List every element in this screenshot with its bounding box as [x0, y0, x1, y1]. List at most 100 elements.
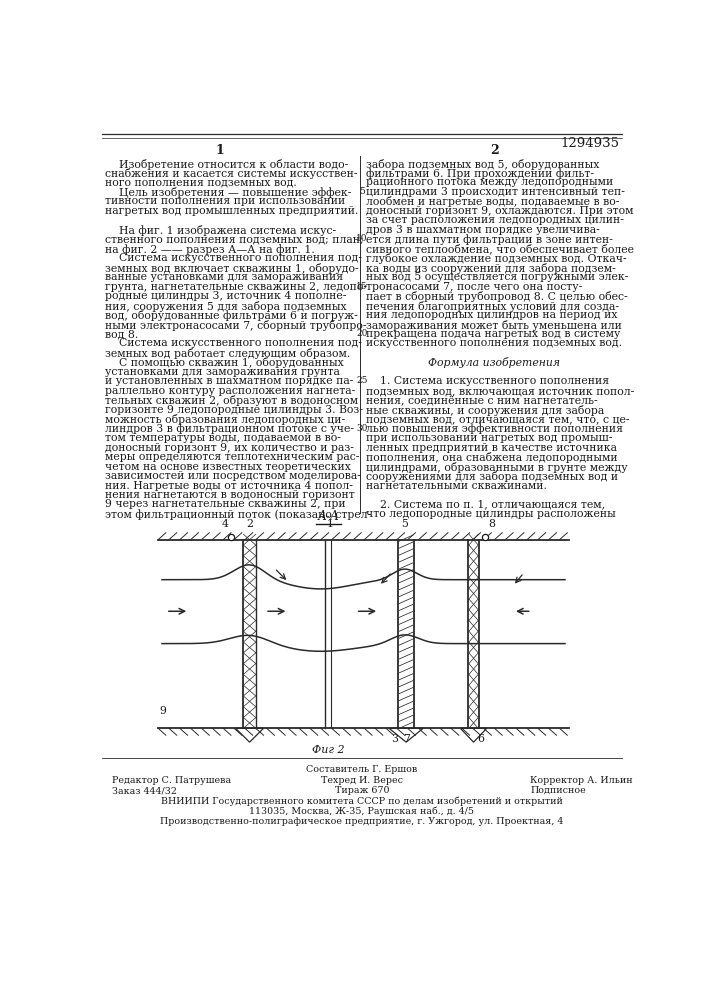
- Text: забора подземных вод 5, оборудованных: забора подземных вод 5, оборудованных: [366, 158, 600, 169]
- Text: 10: 10: [356, 234, 368, 243]
- Text: нения нагнетаются в водоносный горизонт: нения нагнетаются в водоносный горизонт: [105, 490, 355, 500]
- Text: А-А: А-А: [317, 510, 339, 523]
- Text: пает в сборный трубопровод 8. С целью обес-: пает в сборный трубопровод 8. С целью об…: [366, 291, 627, 302]
- Text: Подписное: Подписное: [530, 786, 586, 795]
- Text: доносный горизонт 9, охлаждаются. При этом: доносный горизонт 9, охлаждаются. При эт…: [366, 206, 633, 216]
- Text: Фиг 2: Фиг 2: [312, 745, 345, 755]
- Text: пополнения, она снабжена ледопородными: пополнения, она снабжена ледопородными: [366, 452, 617, 463]
- Text: фильтрами 6. При прохождении фильт-: фильтрами 6. При прохождении фильт-: [366, 168, 594, 179]
- Text: печения благоприятных условий для созда-: печения благоприятных условий для созда-: [366, 301, 619, 312]
- Text: и установленных в шахматном порядке па-: и установленных в шахматном порядке па-: [105, 376, 354, 386]
- Text: подземных вод, включающая источник попол-: подземных вод, включающая источник попол…: [366, 386, 634, 396]
- Text: ванные установками для замораживания: ванные установками для замораживания: [105, 272, 344, 282]
- Text: 2: 2: [247, 519, 254, 529]
- Text: грунта, нагнетательные скважины 2, ледопо-: грунта, нагнетательные скважины 2, ледоп…: [105, 282, 368, 292]
- Text: 3: 3: [391, 734, 398, 744]
- Text: ными электронасосами 7, сборный трубопро-: ными электронасосами 7, сборный трубопро…: [105, 320, 367, 331]
- Text: Редактор С. Патрушева: Редактор С. Патрушева: [112, 776, 230, 785]
- Text: Система искусственного пополнения под-: Система искусственного пополнения под-: [105, 253, 362, 263]
- Text: 4: 4: [221, 519, 228, 529]
- Text: нагнетательными скважинами.: нагнетательными скважинами.: [366, 481, 547, 491]
- Text: сивного теплообмена, что обеспечивает более: сивного теплообмена, что обеспечивает бо…: [366, 244, 633, 255]
- Text: Производственно-полиграфическое предприятие, г. Ужгород, ул. Проектная, 4: Производственно-полиграфическое предприя…: [160, 817, 563, 826]
- Text: ВНИИПИ Государственного комитета СССР по делам изобретений и открытий: ВНИИПИ Государственного комитета СССР по…: [161, 797, 563, 806]
- Text: Формула изобретения: Формула изобретения: [428, 357, 561, 368]
- Text: Составитель Г. Ершов: Составитель Г. Ершов: [306, 765, 418, 774]
- Text: На фиг. 1 изображена система искус-: На фиг. 1 изображена система искус-: [105, 225, 337, 236]
- Text: 2: 2: [490, 144, 499, 157]
- Text: 1294935: 1294935: [560, 137, 619, 150]
- Text: 5: 5: [401, 519, 407, 529]
- Text: 1: 1: [327, 519, 333, 529]
- Text: 25: 25: [356, 376, 368, 385]
- Text: этом фильтрационный поток (показано стрел-: этом фильтрационный поток (показано стре…: [105, 509, 372, 520]
- Text: 6: 6: [477, 734, 484, 744]
- Text: ется длина пути фильтрации в зоне интен-: ется длина пути фильтрации в зоне интен-: [366, 234, 613, 245]
- Text: ния ледопородных цилиндров на период их: ния ледопородных цилиндров на период их: [366, 310, 617, 320]
- Text: ленных предприятий в качестве источника: ленных предприятий в качестве источника: [366, 443, 617, 453]
- Text: 20: 20: [356, 329, 368, 338]
- Text: цилиндрами, образованными в грунте между: цилиндрами, образованными в грунте между: [366, 462, 627, 473]
- Text: вод, оборудованные фильтрами 6 и погруж-: вод, оборудованные фильтрами 6 и погруж-: [105, 310, 358, 321]
- Text: ных вод 5 осуществляется погружными элек-: ных вод 5 осуществляется погружными элек…: [366, 272, 629, 282]
- Text: 7: 7: [403, 734, 409, 744]
- Text: 113035, Москва, Ж-35, Раушская наб., д. 4/5: 113035, Москва, Ж-35, Раушская наб., д. …: [250, 807, 474, 816]
- Text: Изобретение относится к области водо-: Изобретение относится к области водо-: [105, 158, 349, 169]
- Text: Цель изобретения — повышение эффек-: Цель изобретения — повышение эффек-: [105, 187, 352, 198]
- Text: 1: 1: [216, 144, 225, 157]
- Text: за счет расположения ледопородных цилин-: за счет расположения ледопородных цилин-: [366, 215, 624, 225]
- Text: ка воды из сооружений для забора подзем-: ка воды из сооружений для забора подзем-: [366, 263, 616, 274]
- Text: раллельно контуру расположения нагнета-: раллельно контуру расположения нагнета-: [105, 386, 356, 396]
- Text: 9: 9: [160, 706, 167, 716]
- Text: 30: 30: [356, 424, 368, 433]
- Text: 2. Система по п. 1, отличающаяся тем,: 2. Система по п. 1, отличающаяся тем,: [366, 499, 605, 509]
- Text: установками для замораживания грунта: установками для замораживания грунта: [105, 367, 340, 377]
- Text: 5: 5: [359, 187, 365, 196]
- Text: подземных вод, отличающаяся тем, что, с це-: подземных вод, отличающаяся тем, что, с …: [366, 414, 629, 424]
- Text: С помощью скважин 1, оборудованных: С помощью скважин 1, оборудованных: [105, 357, 344, 368]
- Text: цилиндрами 3 происходит интенсивный теп-: цилиндрами 3 происходит интенсивный теп-: [366, 187, 625, 197]
- Text: дров 3 в шахматном порядке увеличива-: дров 3 в шахматном порядке увеличива-: [366, 225, 600, 235]
- Text: замораживания может быть уменьшена или: замораживания может быть уменьшена или: [366, 320, 621, 331]
- Text: 9 через нагнетательные скважины 2, при: 9 через нагнетательные скважины 2, при: [105, 499, 346, 509]
- Text: глубокое охлаждение подземных вод. Откач-: глубокое охлаждение подземных вод. Откач…: [366, 253, 626, 264]
- Text: при использовании нагретых вод промыш-: при использовании нагретых вод промыш-: [366, 433, 612, 443]
- Text: Система искусственного пополнения под-: Система искусственного пополнения под-: [105, 338, 362, 348]
- Text: можность образования ледопородных ци-: можность образования ледопородных ци-: [105, 414, 346, 425]
- Text: на фиг. 2 —— разрез А—А на фиг. 1.: на фиг. 2 —— разрез А—А на фиг. 1.: [105, 244, 315, 255]
- Text: доносный горизонт 9, их количество и раз-: доносный горизонт 9, их количество и раз…: [105, 443, 354, 453]
- Text: земных вод работает следующим образом.: земных вод работает следующим образом.: [105, 348, 351, 359]
- Text: 1. Система искусственного пополнения: 1. Система искусственного пополнения: [366, 376, 609, 386]
- Text: ные скважины, и сооружения для забора: ные скважины, и сооружения для забора: [366, 405, 604, 416]
- Text: тельных скважин 2, образуют в водоносном: тельных скважин 2, образуют в водоносном: [105, 395, 358, 406]
- Text: том температуры воды, подаваемой в во-: том температуры воды, подаваемой в во-: [105, 433, 341, 443]
- Text: Заказ 444/32: Заказ 444/32: [112, 786, 177, 795]
- Text: 15: 15: [356, 282, 368, 291]
- Text: линдров 3 в фильтрационном потоке с уче-: линдров 3 в фильтрационном потоке с уче-: [105, 424, 354, 434]
- Text: родные цилиндры 3, источник 4 пополне-: родные цилиндры 3, источник 4 пополне-: [105, 291, 347, 301]
- Text: четом на основе известных теоретических: четом на основе известных теоретических: [105, 462, 351, 472]
- Text: земных вод включает скважины 1, оборудо-: земных вод включает скважины 1, оборудо-: [105, 263, 359, 274]
- Text: ния, сооружения 5 для забора подземных: ния, сооружения 5 для забора подземных: [105, 301, 347, 312]
- Text: лообмен и нагретые воды, подаваемые в во-: лообмен и нагретые воды, подаваемые в во…: [366, 196, 619, 207]
- Text: Корректор А. Ильин: Корректор А. Ильин: [530, 776, 633, 785]
- Text: ного пополнения подземных вод.: ного пополнения подземных вод.: [105, 177, 297, 187]
- Text: лью повышения эффективности пополнения: лью повышения эффективности пополнения: [366, 424, 623, 434]
- Text: зависимостей или посредством моделирова-: зависимостей или посредством моделирова-: [105, 471, 361, 481]
- Text: Тираж 670: Тираж 670: [334, 786, 389, 795]
- Text: рационного потока между ледопородными: рационного потока между ледопородными: [366, 177, 613, 187]
- Text: 8: 8: [489, 519, 496, 529]
- Text: сооружениями для забора подземных вод и: сооружениями для забора подземных вод и: [366, 471, 618, 482]
- Text: нагретых вод промышленных предприятий.: нагретых вод промышленных предприятий.: [105, 206, 358, 216]
- Text: нения, соединённые с ним нагнетатель-: нения, соединённые с ним нагнетатель-: [366, 395, 597, 405]
- Text: искусственного пополнения подземных вод.: искусственного пополнения подземных вод.: [366, 338, 622, 348]
- Text: тивности пополнения при использовании: тивности пополнения при использовании: [105, 196, 346, 206]
- Text: вод 8.: вод 8.: [105, 329, 139, 339]
- Text: что ледопородные цилиндры расположены: что ледопородные цилиндры расположены: [366, 509, 616, 519]
- Text: прекращена подача нагретых вод в систему: прекращена подача нагретых вод в систему: [366, 329, 620, 339]
- Text: горизонте 9 ледопородные цилиндры 3. Воз-: горизонте 9 ледопородные цилиндры 3. Воз…: [105, 405, 363, 415]
- Text: тронасосами 7, после чего она посту-: тронасосами 7, после чего она посту-: [366, 282, 582, 292]
- Text: меры определяются теплотехническим рас-: меры определяются теплотехническим рас-: [105, 452, 360, 462]
- Text: ственного пополнения подземных вод; план;: ственного пополнения подземных вод; план…: [105, 234, 364, 244]
- Text: ния. Нагретые воды от источника 4 попол-: ния. Нагретые воды от источника 4 попол-: [105, 481, 354, 491]
